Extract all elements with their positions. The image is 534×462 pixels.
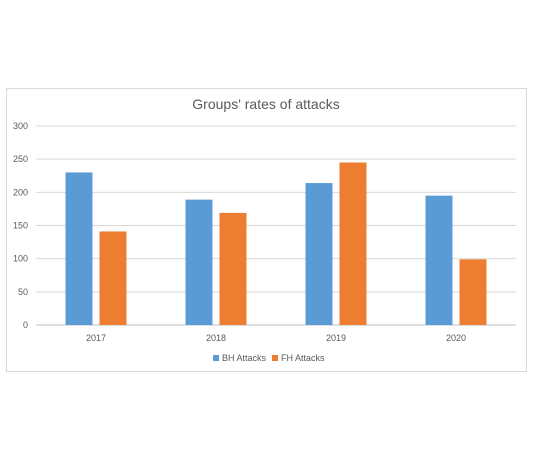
x-axis-ticks: 2017 2018 2019 2020 (86, 333, 466, 343)
x-tick-label: 2020 (446, 333, 466, 343)
x-tick-label: 2018 (206, 333, 226, 343)
bar-fh-attacks-2018 (219, 212, 247, 325)
y-tick-label: 250 (13, 154, 28, 164)
bars (65, 162, 487, 325)
bar-fh-attacks-2020 (459, 259, 487, 325)
legend-swatch (272, 355, 278, 361)
legend: BH Attacks FH Attacks (213, 353, 325, 363)
bar-bh-attacks-2018 (185, 199, 213, 325)
x-tick-label: 2019 (326, 333, 346, 343)
y-axis-ticks: 0 50 100 150 200 250 300 (13, 121, 28, 330)
bar-bh-attacks-2017 (65, 172, 93, 325)
y-tick-label: 200 (13, 187, 28, 197)
chart-title: Groups' rates of attacks (192, 96, 339, 112)
y-tick-label: 50 (18, 287, 28, 297)
legend-label: FH Attacks (281, 353, 325, 363)
bar-fh-attacks-2019 (339, 162, 367, 325)
legend-swatch (213, 355, 219, 361)
y-tick-label: 100 (13, 254, 28, 264)
x-tick-label: 2017 (86, 333, 106, 343)
y-tick-label: 0 (23, 320, 28, 330)
bar-bh-attacks-2019 (305, 183, 333, 325)
y-tick-label: 300 (13, 121, 28, 131)
bar-fh-attacks-2017 (99, 231, 127, 325)
bar-bh-attacks-2020 (425, 195, 453, 325)
y-tick-label: 150 (13, 221, 28, 231)
legend-label: BH Attacks (222, 353, 267, 363)
